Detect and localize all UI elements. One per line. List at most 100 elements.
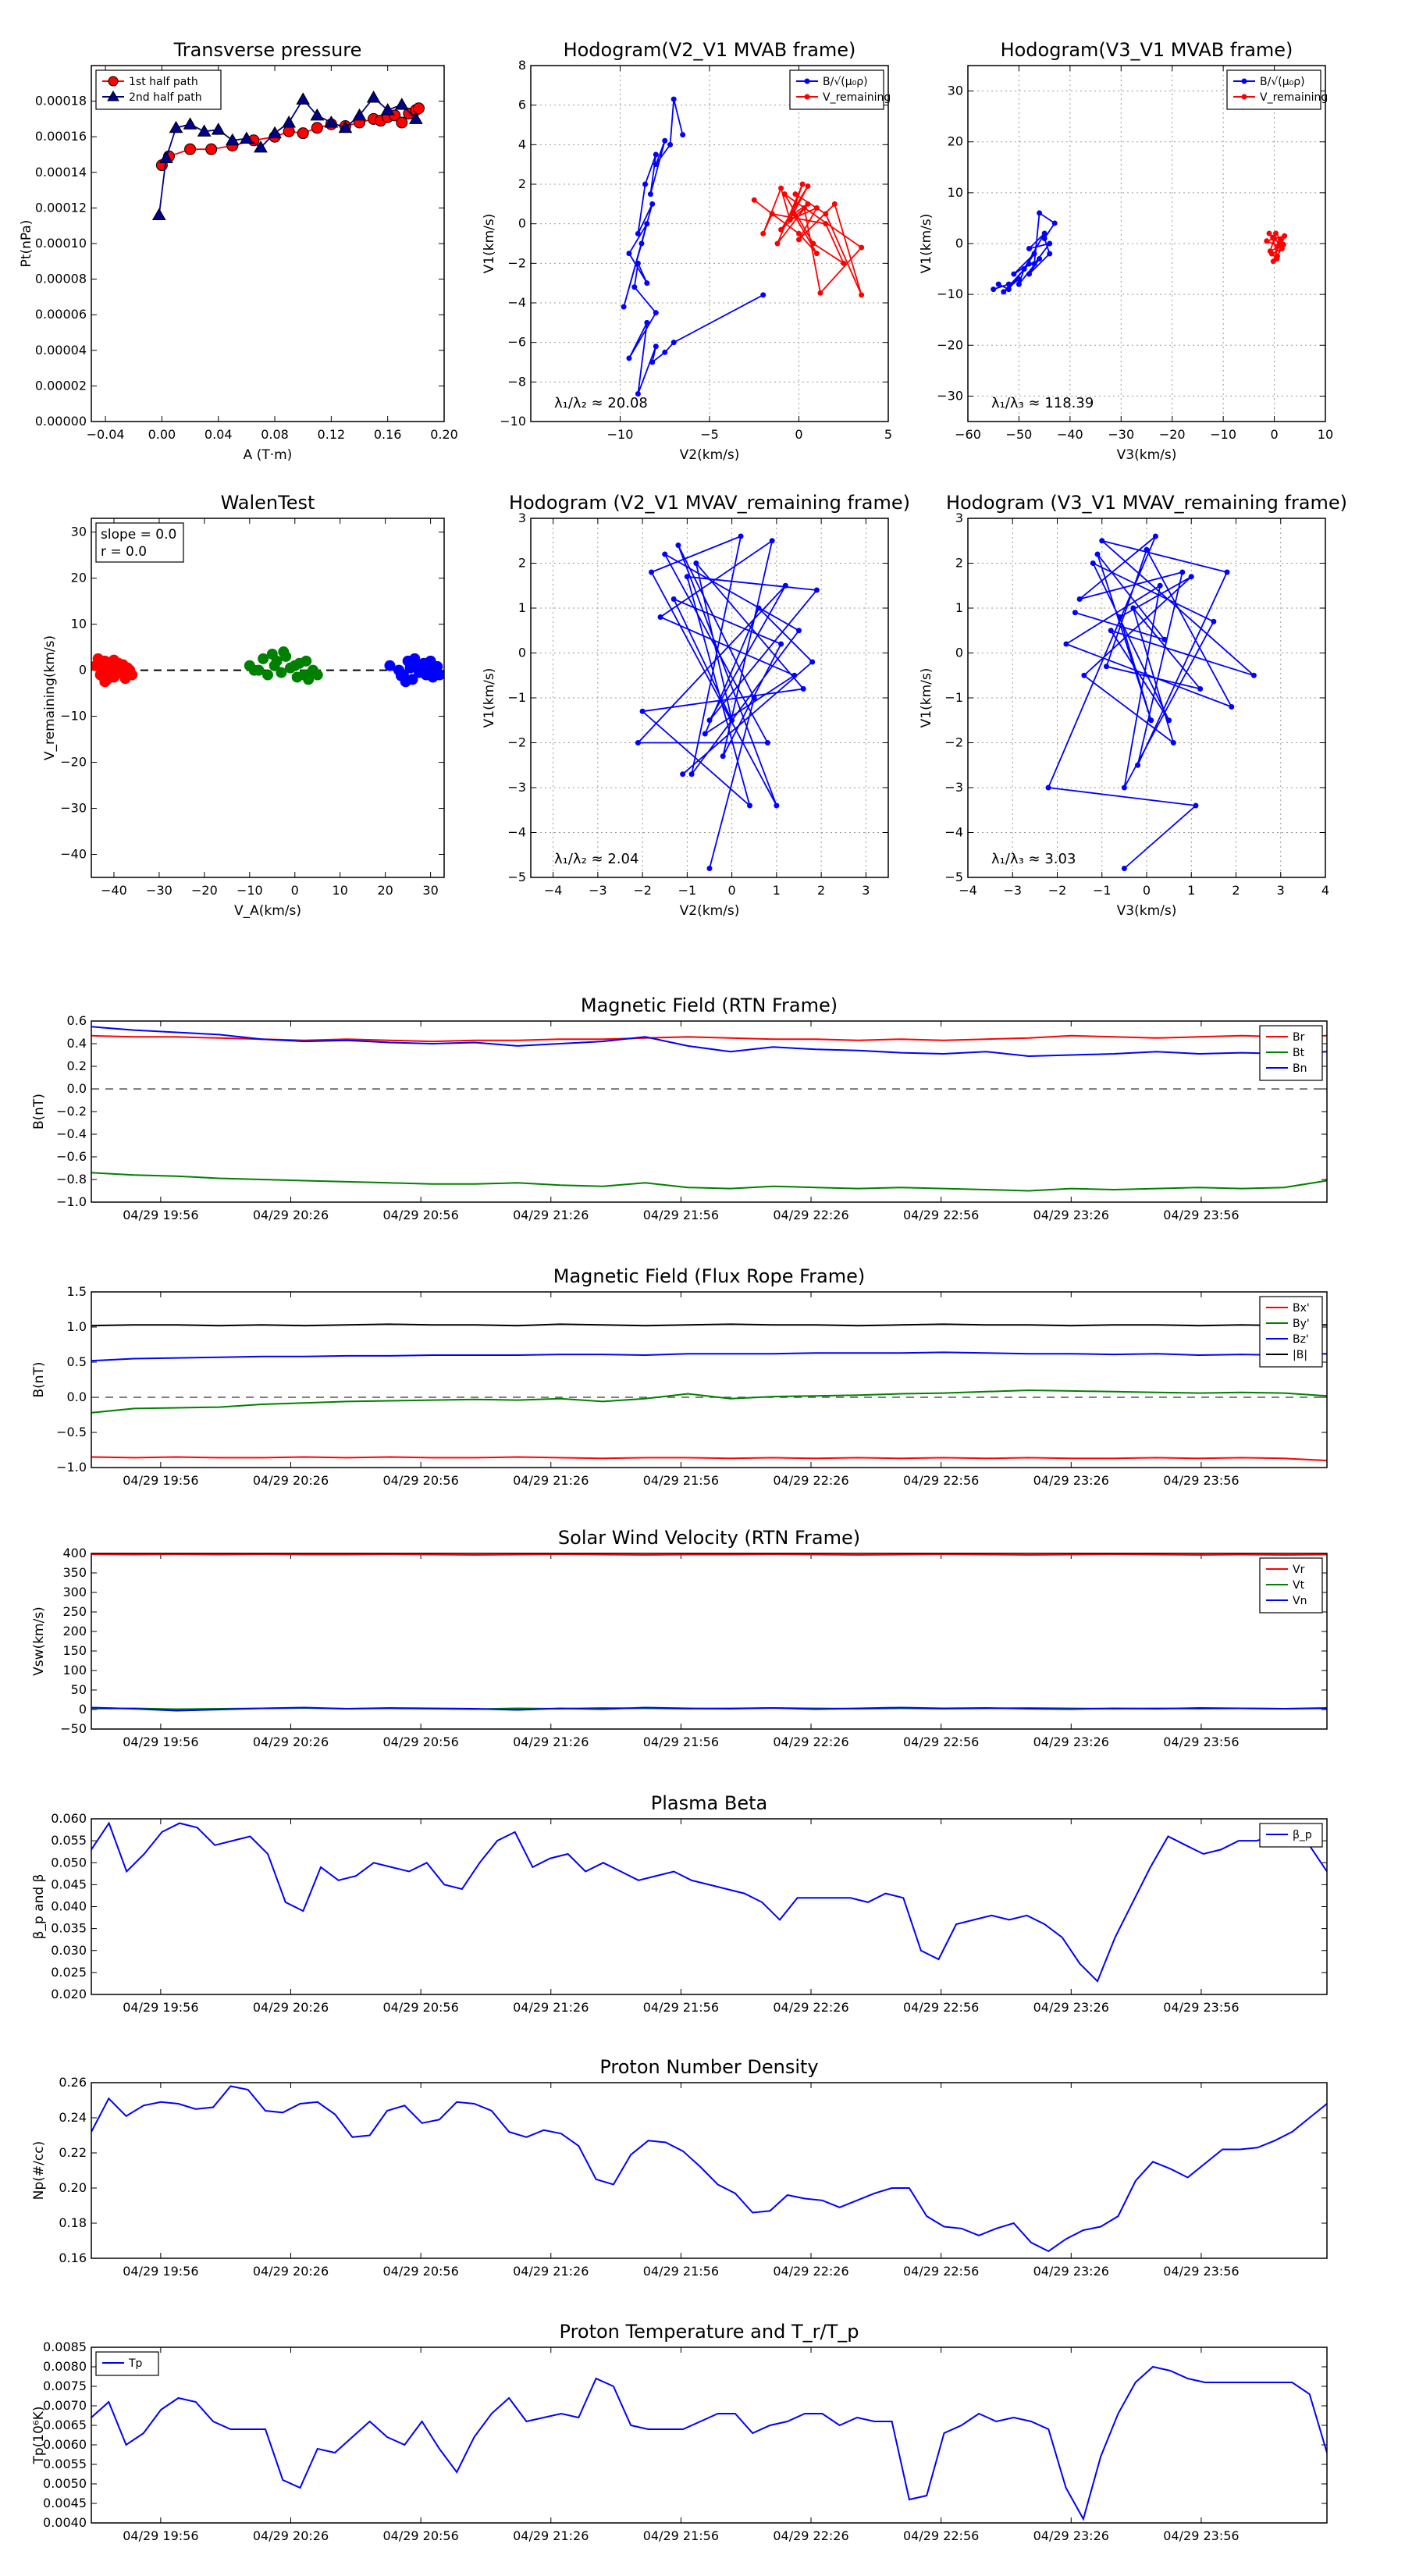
data-point — [675, 543, 681, 548]
data-point — [291, 671, 303, 683]
data-point — [282, 115, 296, 128]
data-point — [670, 596, 677, 602]
x-tick-label: 04/29 20:56 — [382, 1473, 458, 1488]
y-tick-label: 1 — [518, 600, 526, 615]
data-point — [1229, 704, 1235, 710]
series--p-line — [91, 1821, 1327, 1983]
x-tick-label: 10 — [333, 883, 348, 898]
x-tick-label: 04/29 22:56 — [903, 2000, 979, 2015]
series-0-line — [636, 535, 819, 869]
data-point — [1045, 785, 1051, 791]
x-tick-label: −60 — [955, 427, 981, 442]
y-tick-label: 2 — [518, 176, 526, 191]
y-tick-label: 0.045 — [51, 1877, 87, 1891]
x-axis-label: A (T·m) — [244, 447, 293, 463]
x-tick-label: −20 — [191, 883, 218, 898]
panel-3: WalenTest −40 −30 −20 −10 0 10 20 30 −40 −30 −20 −10… — [42, 492, 445, 919]
x-tick-label: 04/29 21:56 — [643, 1735, 719, 1749]
panel-7: Magnetic Field (Flux Rope Frame) 04/29 19… — [31, 1265, 1328, 1488]
data-point — [394, 98, 409, 110]
y-tick-label: 0.20 — [59, 2180, 87, 2195]
x-tick-label: 04/29 20:26 — [253, 2000, 329, 2015]
data-point — [352, 108, 367, 121]
x-tick-label: −2 — [1048, 883, 1067, 898]
axes-frame — [91, 2082, 1328, 2259]
data-point — [1277, 237, 1283, 243]
data-point — [810, 240, 816, 247]
y-axis-label: V1(km/s) — [482, 668, 497, 728]
y-tick-label: 0.00008 — [35, 272, 87, 286]
legend-marker — [107, 91, 119, 101]
x-tick-label: −50 — [1006, 427, 1033, 442]
x-tick-label: 0.12 — [318, 427, 346, 442]
y-tick-label: 0.24 — [59, 2110, 87, 2125]
y-tick-label: 3 — [955, 511, 963, 525]
x-tick-label: 04/29 20:26 — [253, 2264, 329, 2279]
axes-frame — [91, 1553, 1328, 1730]
y-tick-label: −2 — [507, 255, 526, 270]
panel-1: Hodogram(V2_V1 MVAB frame) −10 −5 0 5 −10 −8 −6… — [482, 39, 892, 463]
panel-10: Proton Number Density 04/29 19:56 04/29 20… — [31, 2056, 1328, 2279]
x-tick-label: 04/29 20:26 — [253, 1473, 329, 1488]
data-point — [414, 667, 425, 678]
data-point — [1016, 276, 1022, 283]
legend-label: Bt — [1293, 1047, 1305, 1059]
data-point — [1130, 605, 1136, 611]
y-tick-label: −50 — [60, 1721, 87, 1736]
x-axis-label: V_A(km/s) — [234, 903, 301, 919]
y-tick-label: 0.020 — [51, 1987, 87, 2001]
y-tick-label: −20 — [60, 755, 87, 770]
data-point — [1047, 240, 1053, 247]
y-tick-label: 50 — [71, 1682, 87, 1697]
panel-5: Hodogram (V3_V1 MVAV_remaining frame)−4−… — [919, 492, 1347, 919]
legend-marker — [1241, 94, 1247, 100]
x-tick-label: 04/29 21:56 — [643, 2264, 719, 2279]
data-point — [99, 676, 111, 688]
y-tick-label: 0.00014 — [35, 165, 87, 180]
panel-title: Hodogram(V2_V1 MVAB frame) — [564, 39, 856, 61]
plot-area — [1045, 533, 1257, 871]
data-point — [680, 132, 686, 138]
series-vr-line — [91, 1553, 1327, 1557]
y-tick-label: −0.8 — [56, 1172, 87, 1187]
series-np-line — [91, 2085, 1327, 2253]
x-tick-label: 04/29 19:56 — [123, 2528, 198, 2543]
data-point — [211, 123, 226, 135]
data-point — [1152, 533, 1158, 539]
data-point — [787, 217, 793, 223]
data-point — [284, 662, 296, 674]
data-point — [1026, 261, 1033, 267]
y-tick-label: 0.00010 — [35, 236, 87, 251]
axes-frame — [91, 65, 445, 422]
x-tick-label: 04/29 23:26 — [1033, 1735, 1109, 1749]
data-point — [1193, 802, 1199, 809]
axes-frame — [91, 1818, 1328, 1995]
data-point — [782, 582, 788, 589]
y-tick-label: 0.0060 — [43, 2437, 87, 2452]
data-point — [108, 654, 119, 666]
series-br-line — [91, 1034, 1327, 1043]
axes-frame — [91, 2347, 1328, 2524]
y-tick-label: −4 — [507, 295, 526, 310]
x-tick-label: 04/29 23:56 — [1163, 2528, 1239, 2543]
x-tick-label: −3 — [589, 883, 607, 898]
y-tick-label: −4 — [507, 825, 526, 840]
data-point — [324, 115, 339, 128]
data-point — [338, 120, 353, 133]
data-point — [408, 112, 423, 124]
x-tick-label: 1 — [773, 883, 781, 898]
data-point — [769, 538, 775, 544]
legend-box — [1259, 1557, 1323, 1614]
data-point — [813, 587, 820, 593]
x-tick-label: 04/29 19:56 — [123, 1473, 198, 1488]
data-point — [269, 660, 280, 671]
y-tick-label: −0.2 — [56, 1104, 87, 1119]
x-axis-label: V3(km/s) — [1117, 903, 1177, 919]
data-point — [662, 551, 668, 557]
legend: B/√(μ₀ρ) V_remaining — [789, 69, 891, 110]
plot-area — [621, 96, 865, 397]
y-tick-label: −1 — [507, 690, 526, 705]
x-tick-label: 04/29 21:26 — [513, 2528, 589, 2543]
y-tick-label: 3 — [518, 511, 526, 525]
series-vn-line — [91, 1706, 1327, 1712]
